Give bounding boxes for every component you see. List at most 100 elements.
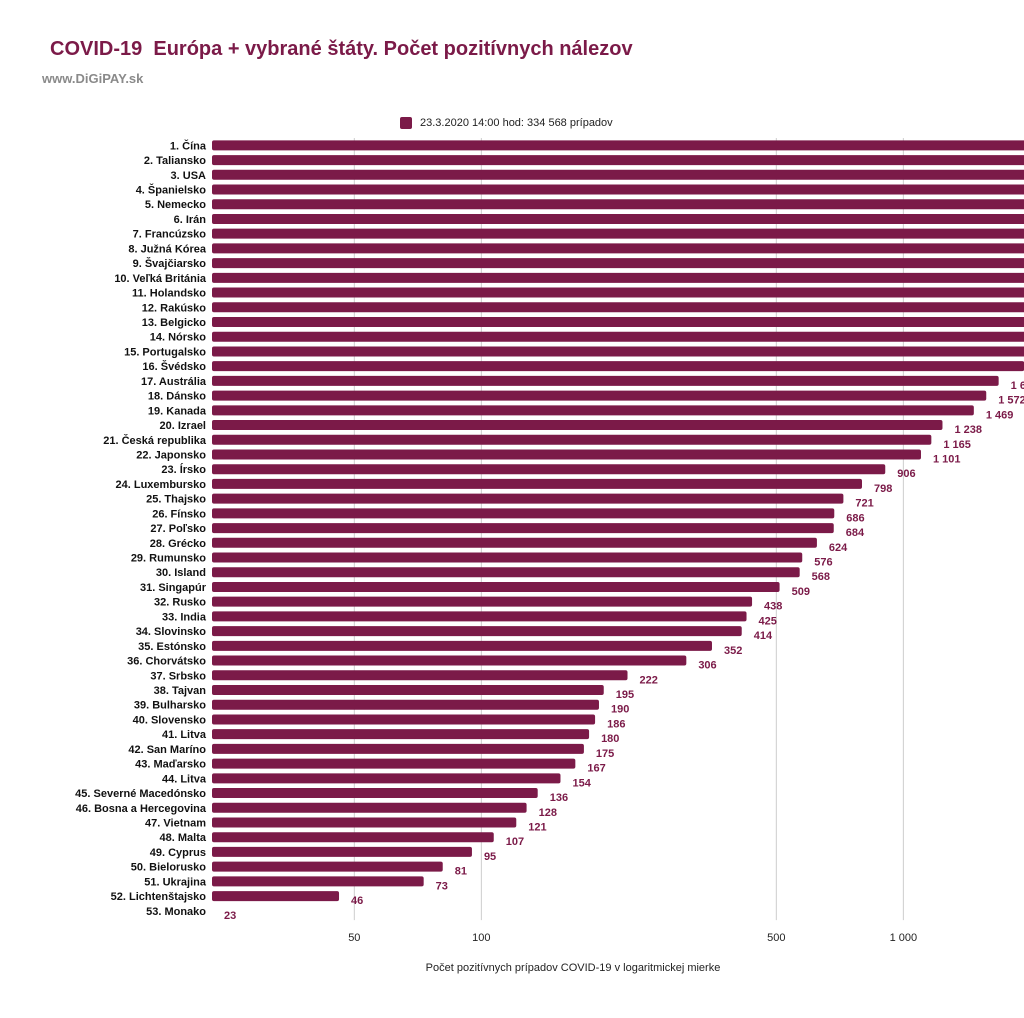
value-label: 73 (436, 880, 448, 892)
category-label: 23. Írsko (161, 463, 206, 476)
value-label: 438 (764, 601, 782, 613)
bar (212, 891, 340, 902)
category-label: 31. Singapúr (140, 582, 207, 594)
category-label: 40. Slovensko (133, 714, 207, 726)
value-label: 624 (829, 542, 848, 554)
value-label: 414 (754, 630, 773, 642)
value-label: 154 (572, 777, 591, 789)
bar (212, 655, 687, 666)
value-label: 222 (640, 674, 658, 686)
category-labels: 1. Čína 2. Taliansko 3. USA 4. Španielsko 5.… (75, 139, 207, 917)
category-label: 52. Lichtenštajsko (111, 891, 207, 903)
bar (212, 155, 1024, 166)
bar (212, 611, 747, 622)
category-label: 42. San Maríno (128, 744, 206, 756)
value-labels: 81 49659 13835 22533 08926 22023 04916 7… (224, 380, 1024, 922)
category-label: 53. Monako (146, 906, 206, 918)
value-label: 186 (607, 718, 625, 730)
value-label: 46 (351, 895, 363, 907)
value-label: 568 (812, 571, 830, 583)
bar (212, 169, 1024, 180)
value-label: 576 (814, 557, 832, 569)
bar (212, 302, 1024, 313)
category-label: 38. Tajvan (154, 685, 207, 697)
category-label: 13. Belgicko (142, 317, 206, 329)
value-label: 1 682 (1011, 380, 1024, 392)
category-label: 7. Francúzsko (133, 229, 207, 241)
category-label: 21. Česká republika (103, 434, 207, 447)
category-label: 8. Južná Kórea (128, 243, 207, 255)
category-label: 19. Kanada (148, 405, 207, 417)
bar (212, 184, 1024, 195)
bar (212, 258, 1024, 269)
category-label: 35. Estónsko (138, 641, 206, 653)
value-label: 107 (506, 836, 524, 848)
bar (212, 272, 1024, 283)
bar (212, 596, 753, 607)
x-tick-label: 100 (472, 932, 490, 944)
bar (212, 846, 472, 857)
category-label: 33. India (162, 611, 207, 623)
bar (212, 743, 584, 754)
bar (212, 876, 424, 887)
bar (212, 287, 1024, 298)
category-label: 45. Severné Macedónsko (75, 788, 206, 800)
bar (212, 729, 590, 740)
bar (212, 317, 1024, 327)
category-label: 3. USA (171, 170, 207, 182)
value-label: 1 469 (986, 409, 1014, 421)
bar (212, 478, 862, 489)
category-label: 11. Holandsko (132, 288, 206, 300)
category-label: 48. Malta (160, 832, 207, 844)
category-label: 51. Ukrajina (144, 876, 207, 888)
category-label: 16. Švédsko (142, 360, 206, 373)
value-label: 95 (484, 851, 496, 863)
category-label: 43. Maďarsko (135, 759, 206, 771)
value-label: 352 (724, 645, 742, 657)
category-label: 4. Španielsko (136, 184, 207, 197)
legend-label: 23.3.2020 14:00 hod: 334 568 prípadov (420, 117, 613, 129)
category-label: 24. Luxembursko (116, 479, 207, 491)
bar (212, 802, 527, 813)
x-axis-label: Počet pozitívnych prípadov COVID-19 v lo… (425, 962, 721, 974)
bar (212, 493, 844, 504)
chart-title: COVID-19 Európa + vybrané štáty. Počet p… (50, 38, 633, 60)
value-label: 906 (897, 468, 915, 480)
category-label: 41. Litva (162, 729, 207, 741)
value-label: 1 238 (954, 424, 982, 436)
bar (212, 832, 494, 843)
bar (212, 508, 835, 519)
category-label: 39. Bulharsko (134, 700, 206, 712)
category-label: 34. Slovinsko (136, 626, 207, 638)
category-label: 15. Portugalsko (124, 346, 206, 358)
bar (212, 420, 943, 431)
bar (212, 773, 561, 784)
value-label: 798 (874, 483, 892, 495)
bar (212, 523, 834, 534)
category-label: 44. Litva (162, 773, 207, 785)
x-tick-label: 50 (348, 932, 360, 944)
bar (212, 581, 780, 592)
bar (212, 390, 987, 401)
bar (212, 861, 443, 872)
value-label: 121 (528, 821, 546, 833)
value-label: 180 (601, 733, 619, 745)
bar (212, 434, 932, 445)
value-label: 136 (550, 792, 568, 804)
category-label: 18. Dánsko (148, 391, 206, 403)
category-label: 22. Japonsko (136, 449, 206, 461)
bar (212, 567, 800, 578)
category-label: 49. Cyprus (150, 847, 206, 859)
category-label: 6. Irán (174, 214, 207, 226)
bar (212, 228, 1024, 239)
bar (212, 714, 596, 725)
category-label: 32. Rusko (154, 597, 206, 609)
value-label: 190 (611, 704, 629, 716)
bar (212, 552, 803, 563)
value-label: 167 (587, 763, 605, 775)
category-label: 50. Bielorusko (131, 862, 206, 874)
bar (212, 361, 1024, 372)
legend: 23.3.2020 14:00 hod: 334 568 prípadov (400, 117, 613, 129)
bar (212, 670, 628, 681)
bar (212, 243, 1024, 254)
